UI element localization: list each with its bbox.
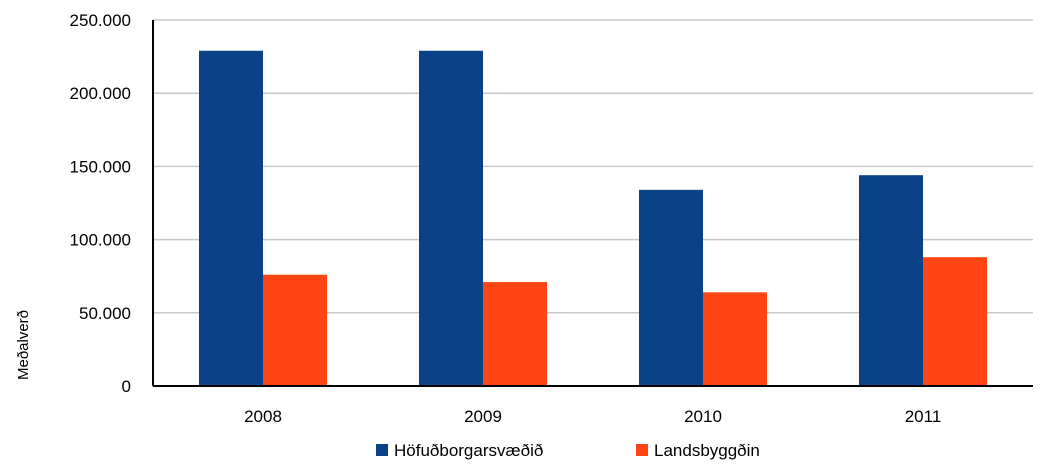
bar-series-1-2010 [639, 189, 703, 386]
bar-series-2-2010 [703, 292, 767, 386]
bar-series-2-2011 [923, 257, 987, 386]
x-tick-label: 2011 [905, 407, 942, 426]
x-tick-label: 2009 [464, 407, 502, 426]
y-tick-label: 0 [122, 377, 131, 396]
legend-swatch [636, 444, 648, 456]
y-tick-label: 200.000 [70, 84, 131, 103]
x-tick-label: 2008 [244, 407, 282, 426]
bar-series-1-2009 [419, 50, 483, 387]
bar-series-2-2009 [483, 282, 547, 386]
x-tick-labels: 2008 2009 2010 2011 [244, 407, 941, 426]
y-tick-label: 50.000 [79, 304, 131, 323]
bar-series-1-2008 [199, 50, 263, 387]
x-tick-label: 2010 [684, 407, 722, 426]
bar-series-2-2008 [263, 274, 327, 386]
bar-series-1-2011 [859, 175, 923, 386]
y-tick-label: 100.000 [70, 231, 131, 250]
legend: Höfuðborgarsvæðið Landsbyggðin [376, 441, 760, 460]
legend-label: Höfuðborgarsvæðið [394, 441, 543, 460]
legend-swatch [376, 444, 388, 456]
y-tick-label: 150.000 [70, 157, 131, 176]
y-axis-label: Meðalverð [15, 310, 32, 380]
bars [199, 50, 987, 387]
legend-label: Landsbyggðin [654, 441, 760, 460]
axes [152, 20, 1033, 387]
y-tick-labels: 0 50.000 100.000 150.000 200.000 250.000 [70, 11, 131, 396]
y-tick-label: 250.000 [70, 11, 131, 30]
